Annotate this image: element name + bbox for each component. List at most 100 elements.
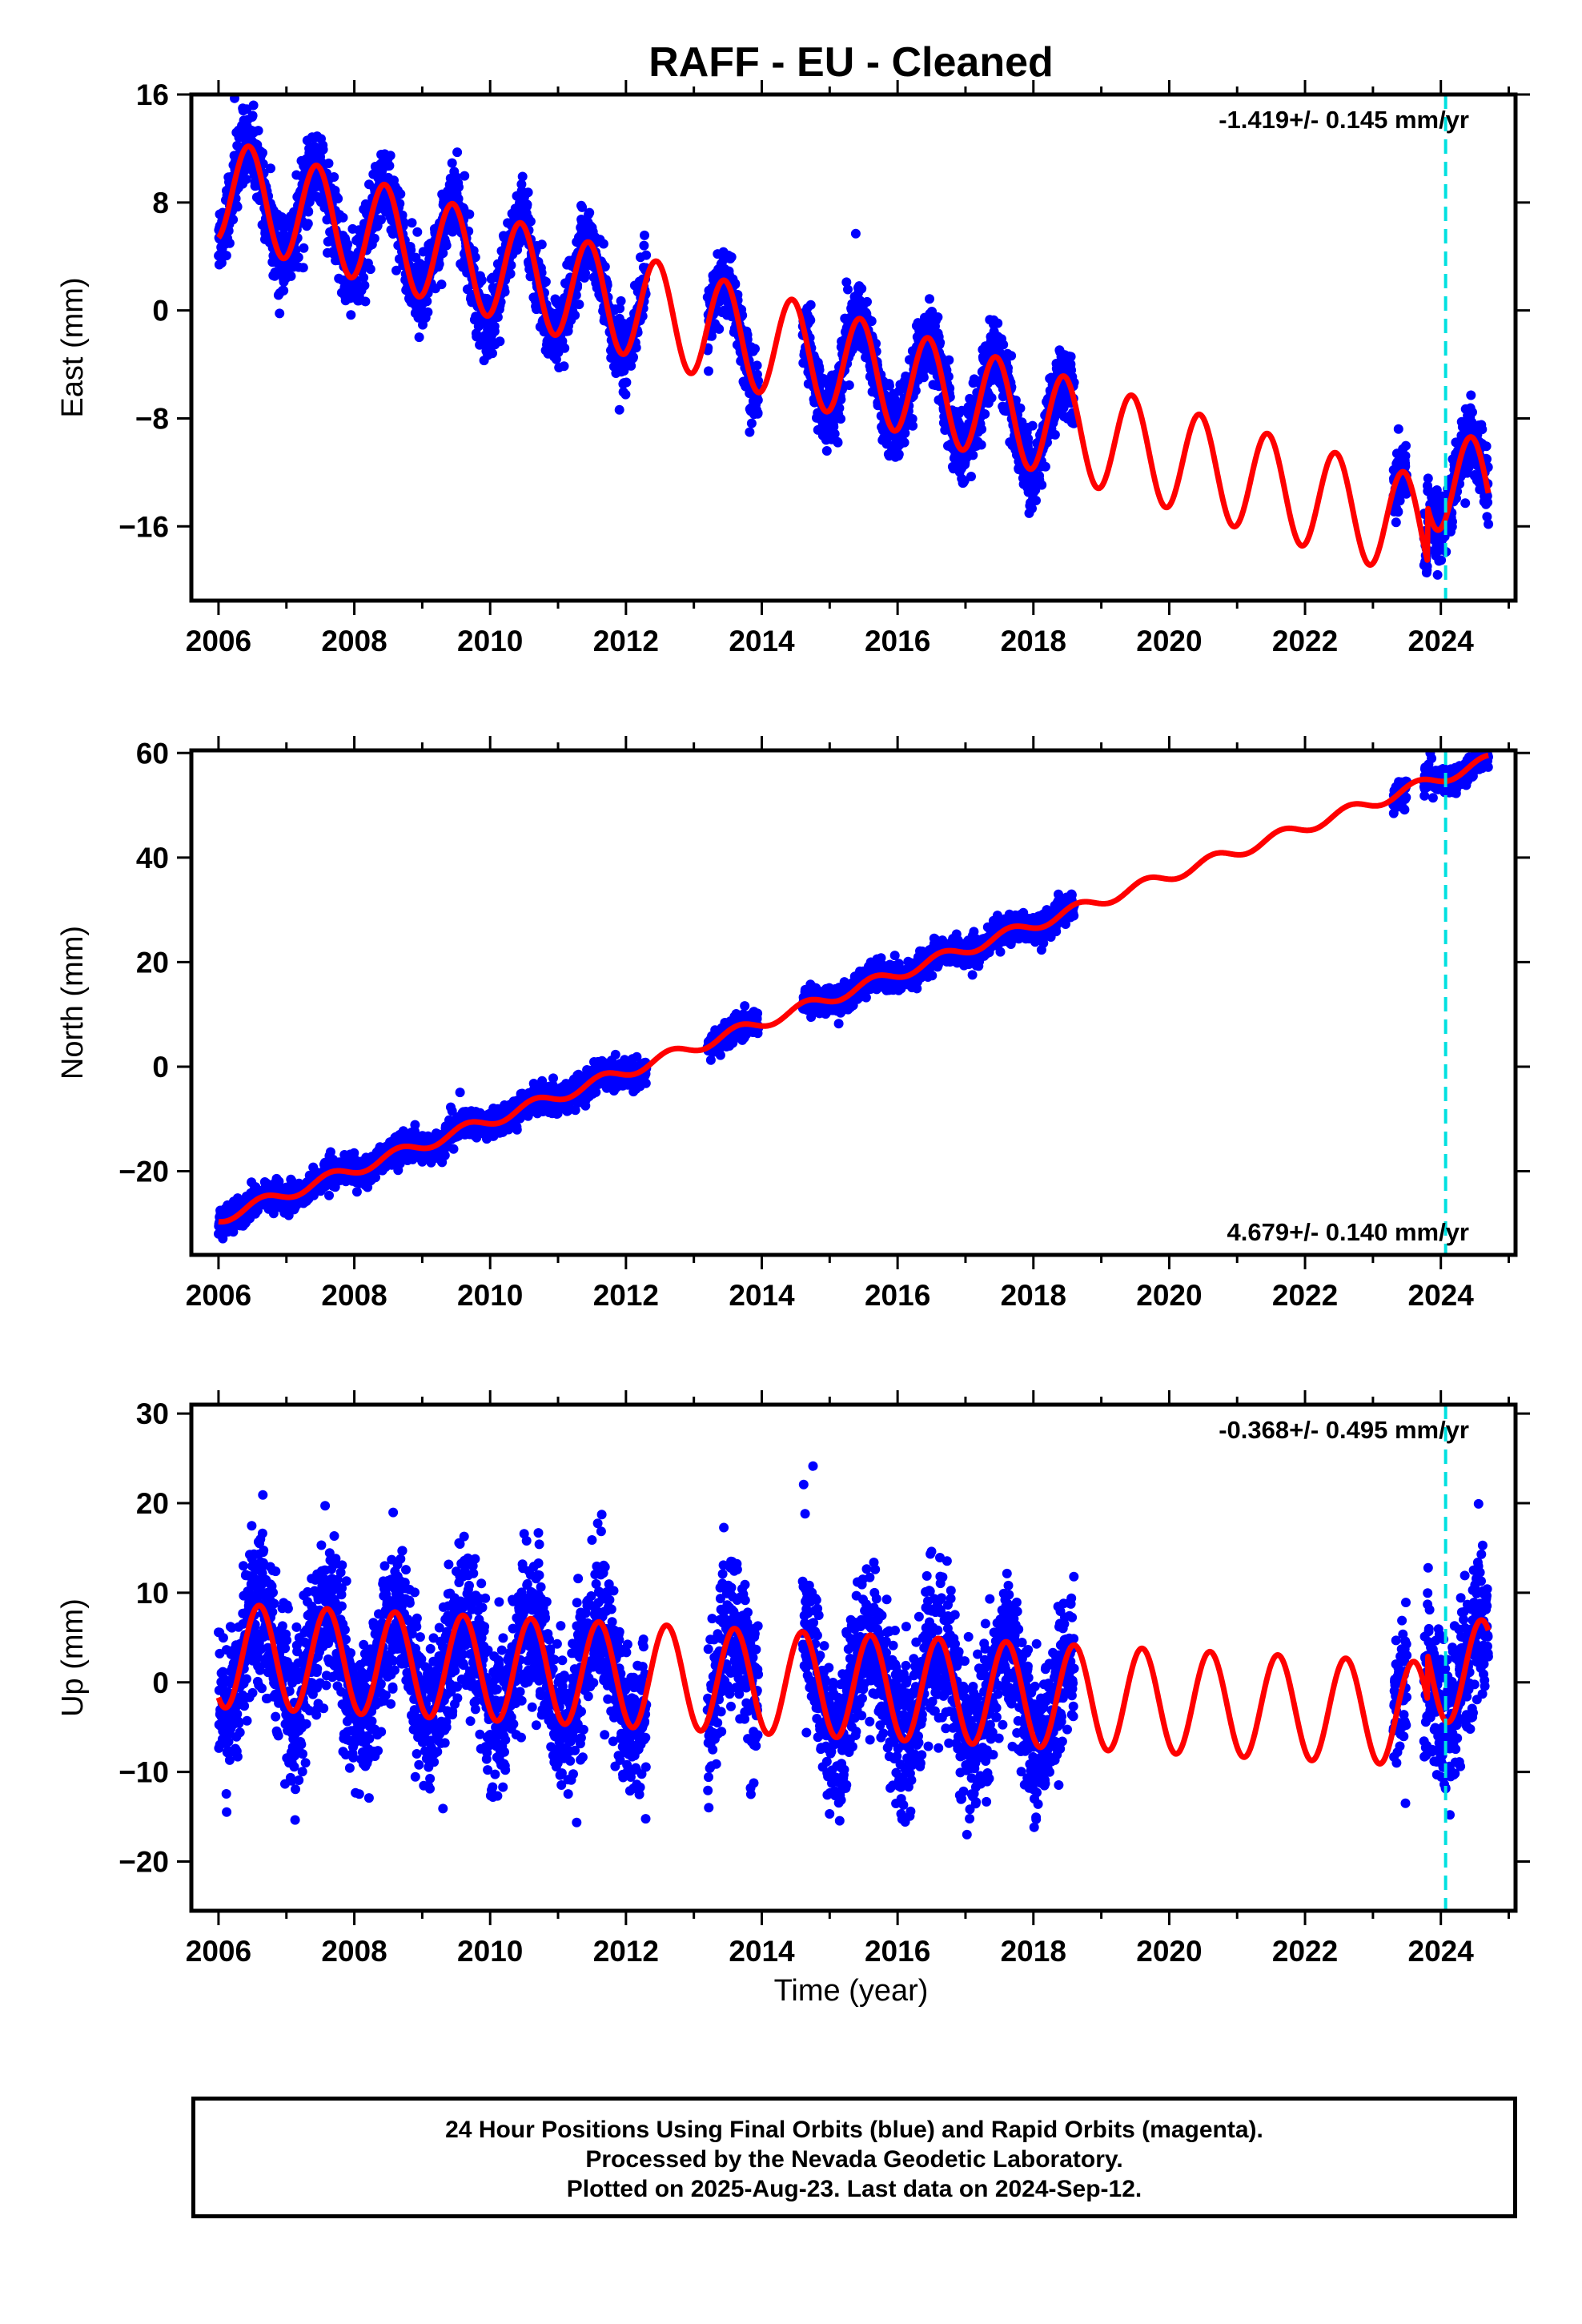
- east-data-point: [359, 272, 369, 283]
- east-data-point: [221, 251, 231, 261]
- east-data-point: [1023, 433, 1034, 444]
- east-data-point: [351, 278, 362, 288]
- east-data-point: [829, 421, 839, 432]
- east-data-point: [488, 348, 497, 359]
- east-data-point: [406, 245, 416, 255]
- east-data-point: [639, 240, 649, 251]
- east-x-tick-label: 2022: [1272, 625, 1338, 657]
- east-data-point: [329, 172, 339, 182]
- east-data-point: [829, 428, 840, 439]
- east-data-point: [918, 372, 929, 383]
- east-data-point: [253, 126, 263, 136]
- east-data-point: [943, 372, 954, 382]
- east-data-point: [438, 248, 448, 259]
- east-data-point: [1468, 407, 1477, 417]
- east-panel: 2006 2008 2010 2012 2014 2016 2018 2020 2022 2024…: [56, 78, 1530, 657]
- east-data-point: [1460, 498, 1471, 509]
- east-x-tick-label: 2010: [457, 625, 523, 657]
- east-data-point: [933, 312, 943, 322]
- east-data-point: [704, 366, 713, 376]
- east-data-point: [976, 440, 986, 450]
- east-data-point: [821, 446, 832, 456]
- east-data-point: [844, 380, 854, 390]
- east-data-point: [600, 262, 610, 271]
- east-data-point: [1006, 351, 1017, 361]
- east-data-point: [626, 360, 636, 371]
- east-data-point: [286, 271, 296, 281]
- east-data-point: [346, 310, 356, 320]
- east-x-tick-label: 2024: [1408, 625, 1475, 657]
- east-data-point: [1050, 429, 1060, 440]
- east-data-point: [422, 296, 432, 307]
- east-data-point: [559, 361, 569, 372]
- east-data-point: [833, 437, 843, 448]
- east-data-point: [1401, 440, 1411, 451]
- east-data-point: [1066, 352, 1076, 362]
- east-data-point: [228, 215, 239, 225]
- east-data-point: [944, 355, 954, 365]
- east-data-point: [836, 414, 846, 424]
- east-x-tick-label: 2006: [186, 625, 251, 657]
- east-data-point: [540, 276, 551, 287]
- east-data-point: [574, 300, 584, 310]
- east-data-point: [753, 408, 763, 418]
- east-data-point: [1040, 461, 1050, 472]
- east-data-point: [525, 216, 536, 227]
- east-data-point: [908, 420, 918, 431]
- east-data-point: [224, 238, 235, 248]
- east-data-point: [460, 171, 470, 181]
- east-data-point: [407, 218, 417, 228]
- east-x-tick-label: 2016: [865, 625, 930, 657]
- east-data-point: [577, 202, 588, 212]
- east-data-point: [584, 207, 595, 218]
- east-data-point: [230, 94, 239, 103]
- east-data-point: [1393, 507, 1403, 517]
- east-data-point: [615, 304, 625, 314]
- east-data-point: [505, 268, 516, 279]
- east-data-point: [396, 189, 406, 199]
- east-data-point: [746, 418, 757, 428]
- east-data-point: [489, 326, 500, 336]
- north-data-point: [351, 1187, 362, 1197]
- east-data-point: [753, 395, 763, 405]
- east-data-point: [925, 294, 934, 304]
- east-data-point: [745, 427, 755, 437]
- east-data-point: [1432, 569, 1443, 580]
- east-data-point: [441, 240, 452, 251]
- east-data-point: [279, 285, 289, 296]
- east-data-point: [1015, 403, 1026, 413]
- east-data-point: [752, 360, 762, 371]
- east-data-point: [434, 259, 444, 269]
- east-data-point: [571, 290, 581, 300]
- east-data-point: [464, 209, 475, 219]
- east-data-point: [472, 332, 482, 342]
- north-data-point: [324, 1190, 334, 1200]
- east-data-point: [993, 318, 1003, 328]
- figure-title: RAFF - EU - Cleaned: [648, 39, 1054, 86]
- east-data-point: [385, 151, 396, 161]
- east-data-point: [412, 227, 423, 237]
- east-x-tick-label: 2020: [1136, 625, 1202, 657]
- east-data-point: [423, 307, 433, 317]
- east-data-point: [977, 424, 987, 434]
- east-data-point: [1037, 480, 1047, 490]
- east-data-point: [843, 284, 853, 295]
- east-data-point: [614, 404, 624, 415]
- east-data-point: [857, 283, 867, 294]
- north-data-point: [410, 1120, 420, 1130]
- east-data-point: [805, 315, 816, 325]
- east-data-point: [640, 230, 649, 240]
- east-data-point: [850, 228, 861, 239]
- east-data-point: [980, 409, 990, 419]
- east-data-point: [360, 296, 371, 307]
- east-data-point: [968, 450, 978, 460]
- east-data-point: [365, 264, 375, 275]
- east-data-point: [726, 252, 737, 262]
- east-data-point: [454, 182, 464, 192]
- east-data-point: [707, 331, 717, 341]
- east-data-point: [522, 199, 532, 210]
- east-data-point: [1393, 424, 1403, 434]
- east-data-point: [560, 343, 570, 353]
- east-data-point: [1481, 441, 1492, 452]
- east-data-point: [1466, 390, 1476, 400]
